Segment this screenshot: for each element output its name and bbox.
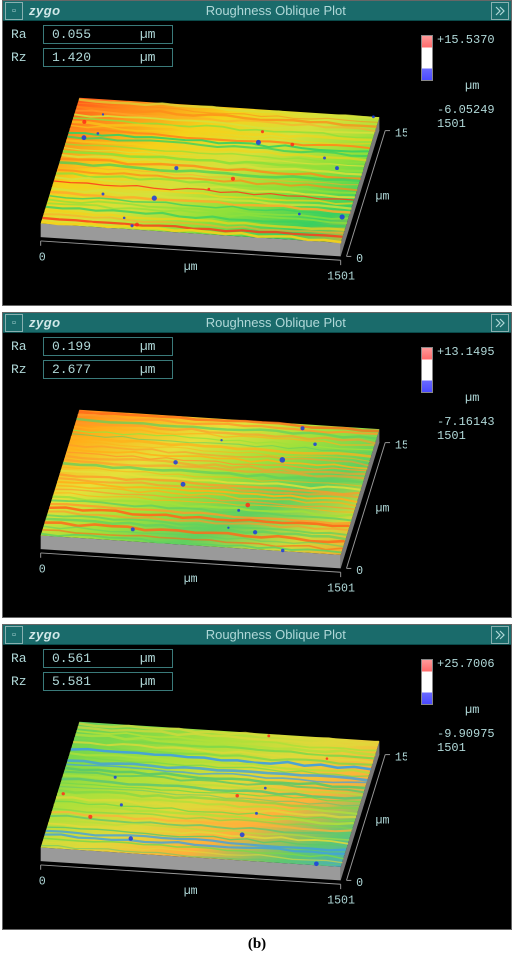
svg-text:1501: 1501: [327, 271, 355, 284]
window-title: Roughness Oblique Plot: [61, 3, 491, 18]
titlebar: ▫ zygo Roughness Oblique Plot: [3, 313, 511, 333]
oblique-plot-svg: 0µm15010µm1501: [15, 683, 407, 923]
ra-unit: µm: [140, 651, 156, 666]
svg-text:0: 0: [39, 875, 46, 888]
svg-text:1501: 1501: [327, 895, 355, 908]
window-title: Roughness Oblique Plot: [61, 315, 491, 330]
ra-value-box: 0.055 µm: [43, 25, 173, 44]
color-scale-sidebar: +15.5370 µm -6.05249 1501: [421, 31, 507, 81]
colorbar: [421, 347, 433, 393]
ra-value: 0.561: [52, 651, 122, 666]
scale-max-label: +15.5370: [437, 33, 495, 47]
roughness-panel: ▫ zygo Roughness Oblique Plot Ra 0.561 µ…: [2, 624, 512, 930]
svg-text:0: 0: [356, 253, 363, 266]
ra-value-box: 0.561 µm: [43, 649, 173, 668]
svg-text:µm: µm: [376, 502, 390, 515]
scale-unit-label: µm: [465, 703, 479, 717]
svg-text:1501: 1501: [327, 583, 355, 596]
ra-label: Ra: [11, 27, 37, 42]
colorbar: [421, 659, 433, 705]
scale-z-extent: 1501: [437, 117, 466, 131]
scale-unit-label: µm: [465, 391, 479, 405]
titlebar: ▫ zygo Roughness Oblique Plot: [3, 625, 511, 645]
window-menu-icon[interactable]: ▫: [5, 626, 23, 644]
ra-unit: µm: [140, 339, 156, 354]
svg-text:0: 0: [356, 877, 363, 890]
window-title: Roughness Oblique Plot: [61, 627, 491, 642]
titlebar: ▫ zygo Roughness Oblique Plot: [3, 1, 511, 21]
scale-z-extent: 1501: [437, 429, 466, 443]
svg-text:µm: µm: [376, 814, 390, 827]
svg-text:1501: 1501: [395, 751, 407, 764]
svg-text:0: 0: [356, 565, 363, 578]
scale-z-extent: 1501: [437, 741, 466, 755]
scale-max-label: +13.1495: [437, 345, 495, 359]
brand-logo: zygo: [29, 627, 61, 642]
color-scale-sidebar: +13.1495 µm -7.16143 1501: [421, 343, 507, 393]
window-control-icon[interactable]: [491, 626, 509, 644]
oblique-plot-svg: 0µm15010µm1501: [15, 59, 407, 299]
figure-caption: (b): [0, 936, 514, 953]
colorbar: [421, 35, 433, 81]
scale-min-label: -7.16143: [437, 415, 495, 429]
svg-text:1501: 1501: [395, 439, 407, 452]
ra-unit: µm: [140, 27, 156, 42]
svg-text:µm: µm: [184, 573, 198, 586]
ra-label: Ra: [11, 339, 37, 354]
ra-label: Ra: [11, 651, 37, 666]
roughness-panel: ▫ zygo Roughness Oblique Plot Ra 0.055 µ…: [2, 0, 512, 306]
brand-logo: zygo: [29, 3, 61, 18]
ra-value: 0.199: [52, 339, 122, 354]
window-menu-icon[interactable]: ▫: [5, 314, 23, 332]
oblique-plot-svg: 0µm15010µm1501: [15, 371, 407, 611]
window-control-icon[interactable]: [491, 2, 509, 20]
scale-min-label: -9.90975: [437, 727, 495, 741]
scale-min-label: -6.05249: [437, 103, 495, 117]
oblique-plot-area: 0µm15010µm1501: [3, 371, 419, 617]
roughness-panel: ▫ zygo Roughness Oblique Plot Ra 0.199 µ…: [2, 312, 512, 618]
svg-text:0: 0: [39, 563, 46, 576]
oblique-plot-area: 0µm15010µm1501: [3, 683, 419, 929]
brand-logo: zygo: [29, 315, 61, 330]
window-menu-icon[interactable]: ▫: [5, 2, 23, 20]
window-control-icon[interactable]: [491, 314, 509, 332]
oblique-plot-area: 0µm15010µm1501: [3, 59, 419, 305]
svg-text:µm: µm: [184, 261, 198, 274]
svg-text:µm: µm: [376, 190, 390, 203]
svg-text:1501: 1501: [395, 127, 407, 140]
ra-value-box: 0.199 µm: [43, 337, 173, 356]
scale-max-label: +25.7006: [437, 657, 495, 671]
svg-text:µm: µm: [184, 885, 198, 898]
color-scale-sidebar: +25.7006 µm -9.90975 1501: [421, 655, 507, 705]
ra-value: 0.055: [52, 27, 122, 42]
scale-unit-label: µm: [465, 79, 479, 93]
svg-text:0: 0: [39, 251, 46, 264]
